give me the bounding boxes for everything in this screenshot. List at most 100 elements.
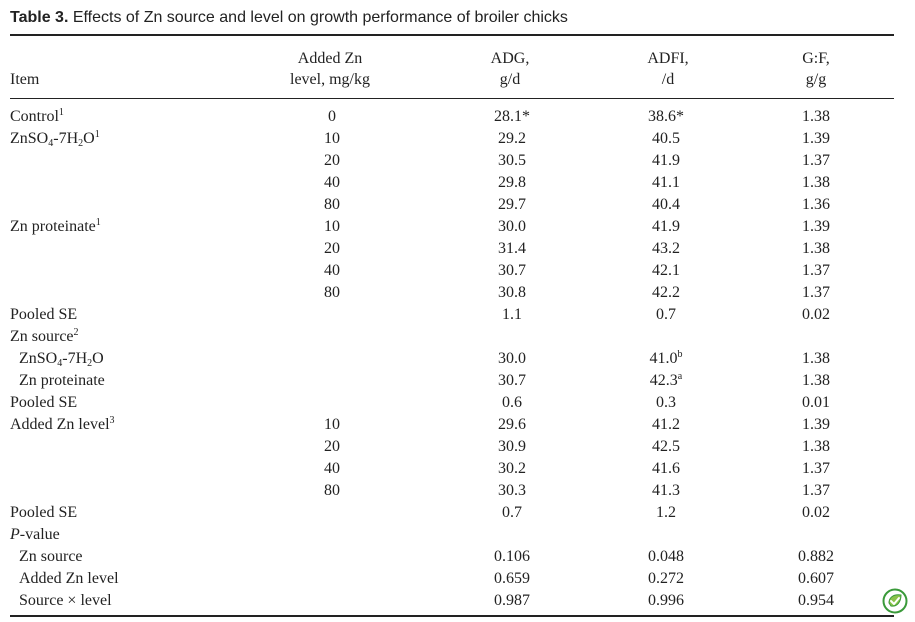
cell-adg: 0.6	[472, 392, 552, 414]
table-row: Added Zn level 0.659 0.272 0.607	[0, 568, 915, 590]
cell-adfi: 41.2	[626, 414, 706, 436]
cell-gf: 1.38	[776, 238, 856, 260]
table-bottom-rule	[10, 615, 894, 617]
cell-adg: 0.106	[472, 546, 552, 568]
cell-adg: 30.7	[472, 370, 552, 392]
cell-adfi-value: 43.2	[652, 240, 680, 257]
cell-gf-value: 1.36	[802, 196, 830, 213]
cell-added-zn-level-value: 0	[328, 108, 336, 125]
table-row: Zn proteinate1 10 30.0 41.9 1.39	[0, 216, 915, 238]
cell-adfi: 43.2	[626, 238, 706, 260]
table-row: Zn source 0.106 0.048 0.882	[0, 546, 915, 568]
cell-adfi-value: 41.0	[649, 350, 678, 367]
cell-gf: 1.37	[776, 480, 856, 502]
cell-adfi: 40.5	[626, 128, 706, 150]
cell-added-zn-level: 20	[292, 238, 372, 260]
table-top-rule	[10, 34, 894, 36]
cell-adfi: 42.3a	[626, 370, 706, 392]
table-row: P-value	[0, 524, 915, 546]
cell-gf: 1.38	[776, 348, 856, 370]
cell-gf: 1.37	[776, 150, 856, 172]
table-row: ZnSO4-7H2O 30.0 41.0b 1.38	[0, 348, 915, 370]
cell-added-zn-level-value: 20	[324, 240, 340, 257]
cell-added-zn-level: 20	[292, 150, 372, 172]
cell-gf: 1.39	[776, 414, 856, 436]
row-label-text: Control	[10, 108, 59, 125]
cell-gf-value: 0.607	[798, 570, 834, 587]
row-label-subscript: 2	[78, 138, 84, 149]
cell-adg: 28.1*	[472, 106, 552, 128]
cell-gf-value: 1.38	[802, 240, 830, 257]
cell-adfi-value: 41.9	[652, 218, 680, 235]
header-col3-line2: /d	[661, 71, 675, 88]
cell-gf: 1.37	[776, 458, 856, 480]
table-row: 40 30.7 42.1 1.37	[0, 260, 915, 282]
cell-adfi: 41.0b	[626, 348, 706, 370]
row-label: Zn source2	[10, 326, 79, 348]
cell-adg: 30.3	[472, 480, 552, 502]
cell-gf-value: 1.37	[802, 284, 830, 301]
header-col4-line1: G:F,	[802, 50, 830, 67]
table-row: Pooled SE 0.6 0.3 0.01	[0, 392, 915, 414]
cell-adg: 0.7	[472, 502, 552, 524]
cell-gf: 1.37	[776, 282, 856, 304]
cell-adg-value: 30.2	[498, 460, 526, 477]
cell-gf-value: 1.37	[802, 460, 830, 477]
cell-adfi: 0.048	[626, 546, 706, 568]
cell-gf: 0.02	[776, 502, 856, 524]
row-label: ZnSO4-7H2O1	[10, 128, 100, 150]
cell-adfi-value: 41.2	[652, 416, 680, 433]
cell-gf-value: 1.39	[802, 218, 830, 235]
header-col1-line1: Added Zn	[297, 50, 363, 67]
row-label-tail: -value	[19, 526, 60, 543]
cell-added-zn-level: 80	[292, 194, 372, 216]
row-label: Pooled SE	[10, 502, 77, 524]
cell-gf: 0.607	[776, 568, 856, 590]
row-label: Control1	[10, 106, 64, 128]
cell-adg-value: 0.7	[502, 504, 522, 521]
caption-label: Table 3.	[10, 9, 69, 26]
table-caption: Table 3. Effects of Zn source and level …	[10, 9, 568, 27]
cell-adg: 0.987	[472, 590, 552, 612]
cell-added-zn-level: 40	[292, 172, 372, 194]
row-label-footnote: 3	[109, 415, 115, 426]
table-row: Zn proteinate 30.7 42.3a 1.38	[0, 370, 915, 392]
row-label-text: Zn proteinate	[10, 218, 96, 235]
cell-adg-value: 29.6	[498, 416, 526, 433]
cell-adfi: 42.2	[626, 282, 706, 304]
row-label-text: ZnSO	[19, 350, 58, 367]
cell-gf: 1.36	[776, 194, 856, 216]
row-label-text: Added Zn level	[19, 570, 119, 587]
cell-gf: 0.882	[776, 546, 856, 568]
header-col2-line2: g/d	[499, 71, 521, 88]
cell-adfi-value: 42.1	[652, 262, 680, 279]
header-col3-line1: ADFI,	[647, 50, 689, 67]
row-label: ZnSO4-7H2O	[19, 348, 104, 370]
cell-adfi-value: 41.1	[652, 174, 680, 191]
row-label-text: ZnSO	[10, 130, 49, 147]
cell-adg: 31.4	[472, 238, 552, 260]
cell-adg: 30.5	[472, 150, 552, 172]
header-col2-line1: ADG,	[490, 50, 530, 67]
cell-adg: 29.7	[472, 194, 552, 216]
cell-adg-value: 1.1	[502, 306, 522, 323]
row-label-subscript: 2	[87, 358, 93, 369]
cell-adfi: 38.6*	[626, 106, 706, 128]
cell-added-zn-level-value: 80	[324, 482, 340, 499]
cell-adg-value: 30.7	[498, 262, 526, 279]
table-row: 80 30.3 41.3 1.37	[0, 480, 915, 502]
cell-adfi-superscript: b	[677, 349, 683, 360]
cell-added-zn-level-value: 20	[324, 152, 340, 169]
cell-added-zn-level: 20	[292, 436, 372, 458]
row-label-text: Zn source	[10, 328, 74, 345]
cell-adg: 30.0	[472, 348, 552, 370]
cell-adfi-value: 41.3	[652, 482, 680, 499]
cell-adfi-value: 0.048	[648, 548, 684, 565]
cell-adg-value: 30.8	[498, 284, 526, 301]
table-header-rule	[10, 98, 894, 99]
header-adfi: ADFI, /d	[608, 48, 728, 90]
row-label: Added Zn level3	[10, 414, 115, 436]
cell-adg: 29.6	[472, 414, 552, 436]
leaf-check-icon[interactable]	[882, 588, 908, 614]
header-item: Item	[10, 71, 40, 88]
